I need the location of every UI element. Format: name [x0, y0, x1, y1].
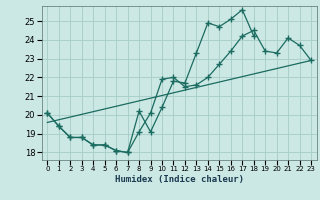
X-axis label: Humidex (Indice chaleur): Humidex (Indice chaleur) — [115, 175, 244, 184]
